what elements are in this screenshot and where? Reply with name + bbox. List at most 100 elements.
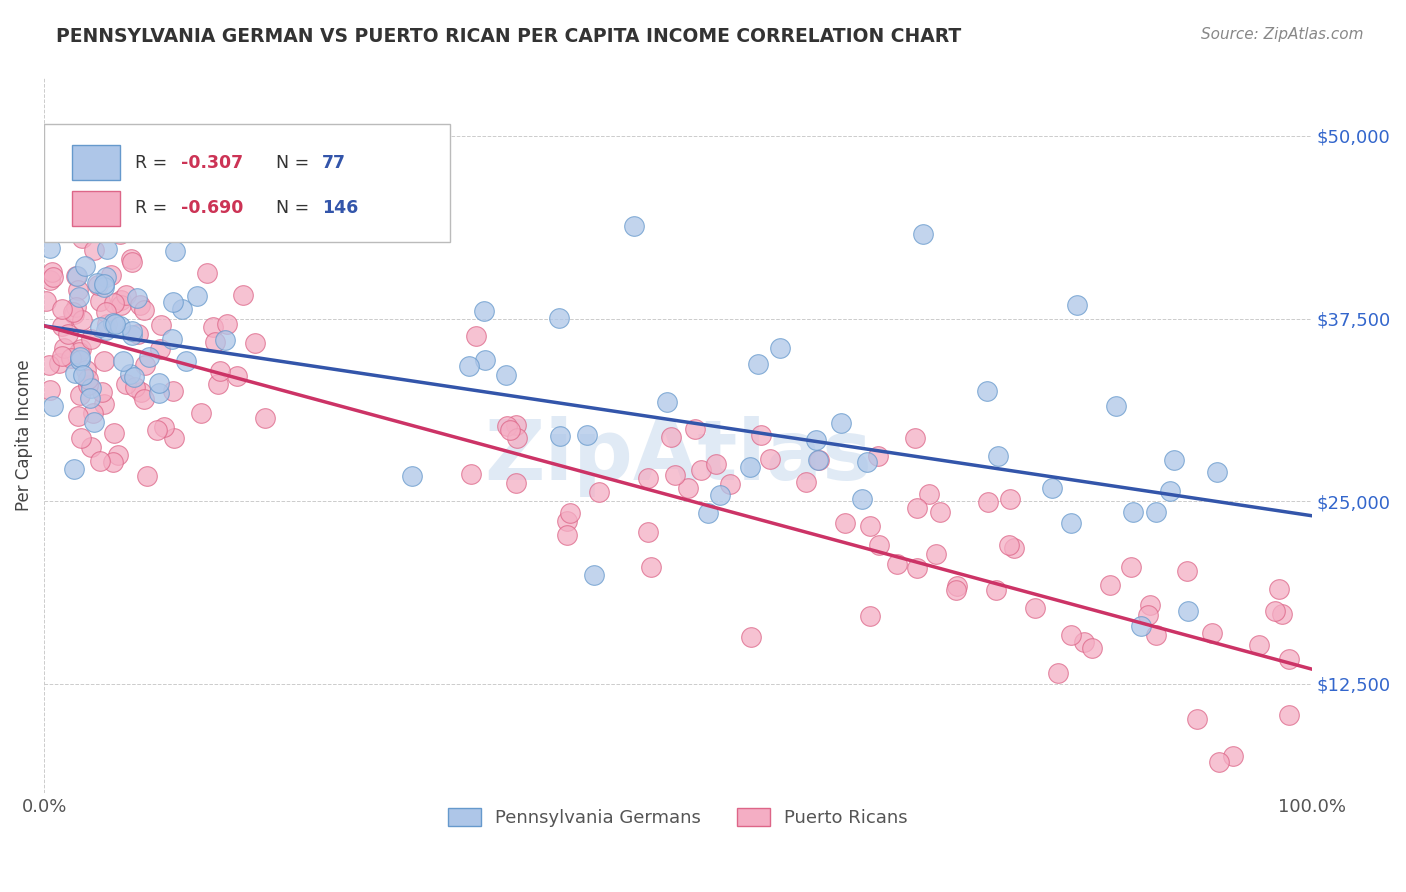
- Point: [110, 293, 132, 307]
- Point: [67, 345, 90, 359]
- Text: -0.307: -0.307: [181, 153, 243, 171]
- Point: [103, 295, 125, 310]
- Point: [1042, 481, 1064, 495]
- Point: [115, 377, 138, 392]
- Point: [1249, 638, 1271, 652]
- Point: [977, 495, 1000, 509]
- Point: [122, 370, 145, 384]
- Point: [232, 287, 254, 301]
- Point: [63, 462, 86, 476]
- Point: [758, 451, 780, 466]
- Point: [134, 359, 156, 373]
- Point: [48, 356, 70, 370]
- Point: [149, 318, 172, 332]
- Point: [657, 394, 679, 409]
- Point: [107, 449, 129, 463]
- Point: [214, 333, 236, 347]
- Text: N =: N =: [276, 153, 315, 171]
- Point: [174, 354, 197, 368]
- Point: [558, 507, 581, 521]
- Point: [1208, 755, 1230, 769]
- Point: [138, 350, 160, 364]
- Point: [70, 432, 93, 446]
- Point: [548, 429, 571, 443]
- Y-axis label: Per Capita Income: Per Capita Income: [15, 359, 32, 511]
- Point: [66, 268, 89, 283]
- Point: [659, 430, 682, 444]
- Point: [1264, 605, 1286, 619]
- Text: ZipAtlas: ZipAtlas: [484, 417, 872, 498]
- Point: [804, 433, 827, 447]
- Point: [41, 399, 63, 413]
- Point: [738, 459, 761, 474]
- Point: [204, 335, 226, 350]
- Point: [162, 295, 184, 310]
- Point: [86, 277, 108, 291]
- Point: [1002, 541, 1025, 556]
- Point: [207, 376, 229, 391]
- Point: [697, 506, 720, 520]
- Text: 146: 146: [322, 200, 359, 218]
- Point: [70, 342, 93, 356]
- Point: [1137, 607, 1160, 622]
- Point: [498, 423, 520, 437]
- Point: [929, 505, 952, 519]
- Point: [149, 343, 172, 357]
- Point: [35, 293, 58, 308]
- Point: [65, 269, 87, 284]
- Point: [1139, 598, 1161, 612]
- Point: [69, 350, 91, 364]
- Point: [70, 312, 93, 326]
- Legend: Pennsylvania Germans, Puerto Ricans: Pennsylvania Germans, Puerto Ricans: [441, 801, 915, 834]
- Point: [637, 525, 659, 540]
- Point: [94, 304, 117, 318]
- Point: [63, 366, 86, 380]
- Point: [225, 368, 247, 383]
- Point: [640, 560, 662, 574]
- Point: [69, 353, 91, 368]
- Point: [623, 219, 645, 233]
- Point: [217, 318, 239, 332]
- Point: [794, 475, 817, 490]
- Point: [77, 378, 100, 392]
- Point: [190, 406, 212, 420]
- Point: [807, 452, 830, 467]
- Point: [65, 300, 87, 314]
- Point: [1268, 582, 1291, 596]
- Point: [38, 358, 60, 372]
- Point: [134, 303, 156, 318]
- Point: [83, 243, 105, 257]
- Point: [87, 278, 110, 293]
- Point: [62, 305, 84, 319]
- Point: [740, 630, 762, 644]
- Point: [103, 425, 125, 440]
- Point: [82, 406, 104, 420]
- Point: [911, 227, 934, 241]
- Point: [134, 392, 156, 406]
- Point: [1104, 399, 1126, 413]
- Point: [1081, 641, 1104, 656]
- Point: [51, 319, 73, 334]
- Point: [108, 318, 131, 333]
- Point: [1066, 298, 1088, 312]
- Point: [704, 457, 727, 471]
- Point: [1047, 666, 1070, 681]
- Point: [946, 579, 969, 593]
- Point: [67, 284, 90, 298]
- Point: [637, 471, 659, 485]
- Point: [96, 270, 118, 285]
- Point: [1121, 560, 1143, 574]
- Point: [747, 357, 769, 371]
- Point: [77, 372, 100, 386]
- Point: [856, 455, 879, 469]
- Point: [830, 416, 852, 430]
- Point: [253, 411, 276, 425]
- FancyBboxPatch shape: [72, 145, 120, 180]
- Point: [664, 467, 686, 482]
- Point: [148, 376, 170, 391]
- Point: [115, 288, 138, 302]
- Point: [859, 609, 882, 624]
- Point: [141, 195, 163, 210]
- Point: [148, 386, 170, 401]
- Point: [1060, 516, 1083, 530]
